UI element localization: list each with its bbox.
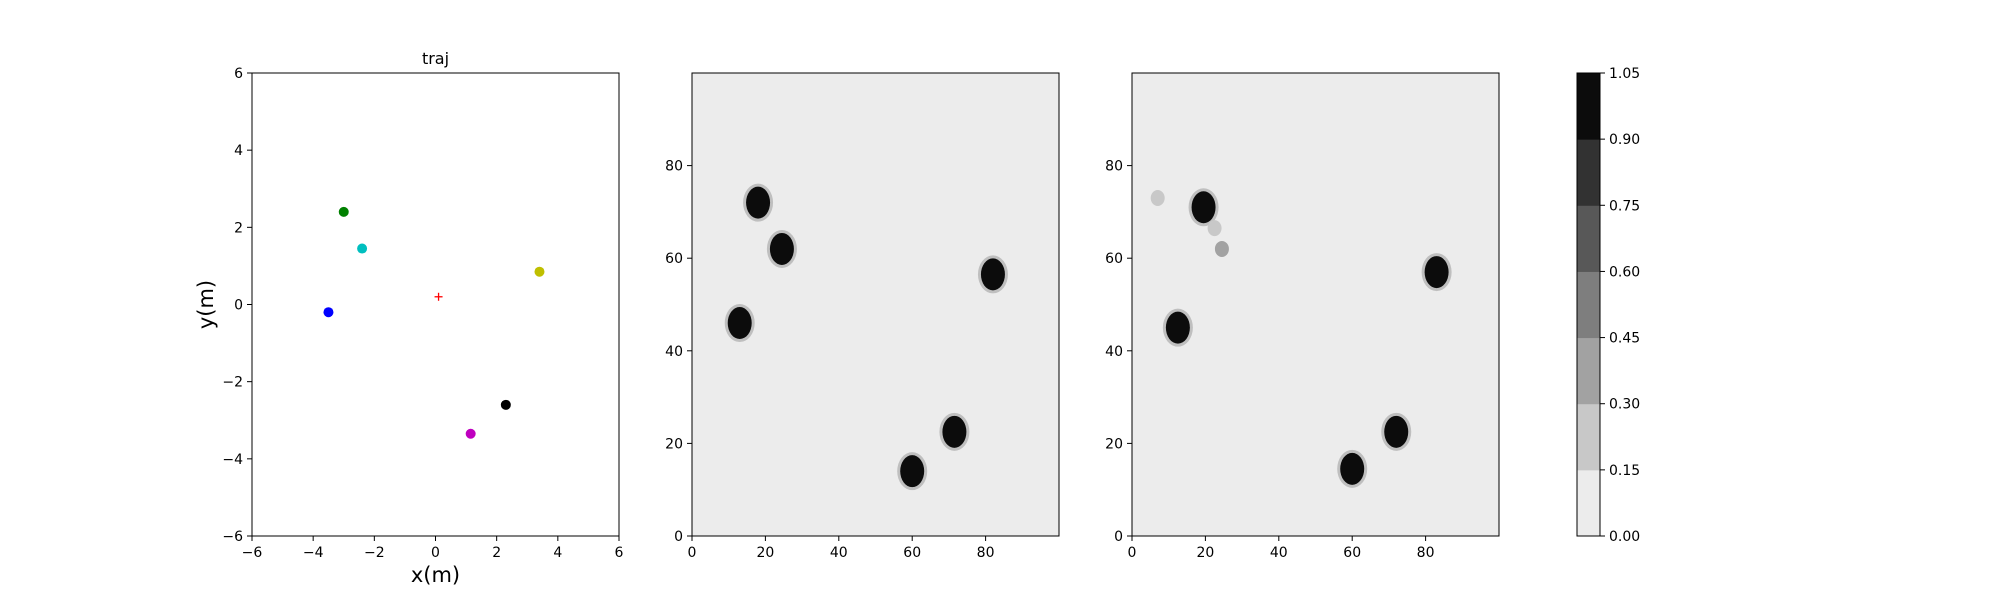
x-tick-label: 6 [615,545,624,561]
x-tick-label: 40 [1270,545,1288,561]
y-tick-label: 60 [1105,251,1123,267]
traj-points [323,206,545,439]
traj-axes-frame [251,72,620,537]
traj-ticks: −6 −4 −2 0 2 4 6 −6 −4 −2 0 2 4 6 [222,66,623,561]
colorbar-tick-label: 0.30 [1609,397,1640,413]
y-tick-label: 6 [234,66,243,82]
traj-panel: traj x(m) y(m) −6 −4 −2 0 2 4 6 −6 −4 −2 0 2 4 6 [194,49,624,587]
faint-blob [1150,190,1165,207]
colorbar-band [1577,205,1600,272]
traj-title: traj [422,49,449,68]
colorbar-tick-label: 0.60 [1609,264,1640,280]
x-tick-label: 20 [1196,545,1214,561]
map-left-background [692,73,1059,536]
obstacle-blob [1424,256,1449,289]
colorbar-bands [1577,73,1600,537]
data-point [465,428,476,439]
x-tick-label: 80 [977,545,995,561]
traj-xlabel: x(m) [411,563,460,587]
obstacle-blob [900,455,925,488]
x-tick-label: 60 [1343,545,1361,561]
data-point [357,243,368,254]
obstacle-blob [1340,452,1365,485]
map-left-ticks: 0 20 40 60 80 0 20 40 60 80 [665,159,994,561]
x-tick-label: 20 [756,545,774,561]
data-point [323,307,334,318]
y-tick-label: 80 [1105,159,1123,175]
x-tick-label: −4 [303,545,324,561]
y-tick-label: 80 [665,159,683,175]
x-tick-label: 40 [830,545,848,561]
x-tick-label: −2 [364,545,385,561]
colorbar-band [1577,337,1600,405]
colorbar-band [1577,271,1600,339]
map-panel-left: 0 20 40 60 80 0 20 40 60 80 [665,72,1060,561]
colorbar-tick-label: 1.05 [1609,66,1640,82]
x-tick-label: 60 [903,545,921,561]
y-tick-label: −2 [222,375,243,391]
y-tick-label: 2 [234,220,243,236]
y-tick-label: 0 [674,529,683,545]
obstacle-blob [1165,311,1190,344]
colorbar-band [1577,139,1600,206]
y-tick-label: −6 [222,529,243,545]
x-tick-label: −6 [242,545,263,561]
y-tick-label: 60 [665,251,683,267]
x-tick-label: 80 [1417,545,1435,561]
colorbar-tick-label: 0.15 [1609,463,1640,479]
obstacle-blob [942,415,967,448]
colorbar-band [1577,469,1600,537]
map-left-frame [691,72,1060,537]
obstacle-blob [1191,191,1216,224]
y-tick-label: 40 [665,344,683,360]
obstacle-blob [1384,415,1409,448]
obstacle-blob [746,186,771,219]
map-right-blobs [1150,188,1452,488]
colorbar-band [1577,73,1600,140]
obstacle-blob [727,307,752,340]
x-tick-label: 4 [553,545,562,561]
obstacle-blob [980,258,1005,291]
map-right-frame [1131,72,1500,537]
colorbar-ticks: 0.00 0.15 0.30 0.45 0.60 0.75 0.90 1.05 [1600,66,1640,545]
map-right-ticks: 0 20 40 60 80 0 20 40 60 80 [1105,159,1434,561]
map-left-blobs [724,183,1008,491]
obstacle-blob [769,232,794,265]
x-tick-label: 0 [1128,545,1137,561]
map-right-background [1132,73,1499,536]
y-tick-label: 20 [665,436,683,452]
y-tick-label: 20 [1105,436,1123,452]
y-tick-label: 40 [1105,344,1123,360]
colorbar-tick-label: 0.90 [1609,132,1640,148]
faint-blob [1214,240,1229,257]
data-point [500,399,511,410]
x-tick-label: 0 [431,545,440,561]
faint-blob [1207,220,1222,237]
data-point [338,206,349,217]
x-tick-label: 0 [688,545,697,561]
colorbar-band [1577,403,1600,471]
y-tick-label: 4 [234,143,243,159]
colorbar-frame [1576,72,1601,537]
map-panel-right: 0 20 40 60 80 0 20 40 60 80 [1105,72,1500,561]
colorbar-tick-label: 0.45 [1609,331,1640,347]
x-tick-label: 2 [492,545,501,561]
colorbar-tick-label: 0.75 [1609,198,1640,214]
y-tick-label: 0 [1114,529,1123,545]
y-tick-label: 0 [234,298,243,314]
y-tick-label: −4 [222,452,243,468]
data-point [534,266,545,277]
colorbar: 0.00 0.15 0.30 0.45 0.60 0.75 0.90 1.05 [1576,66,1640,545]
colorbar-tick-label: 0.00 [1609,529,1640,545]
traj-ylabel: y(m) [194,280,218,329]
